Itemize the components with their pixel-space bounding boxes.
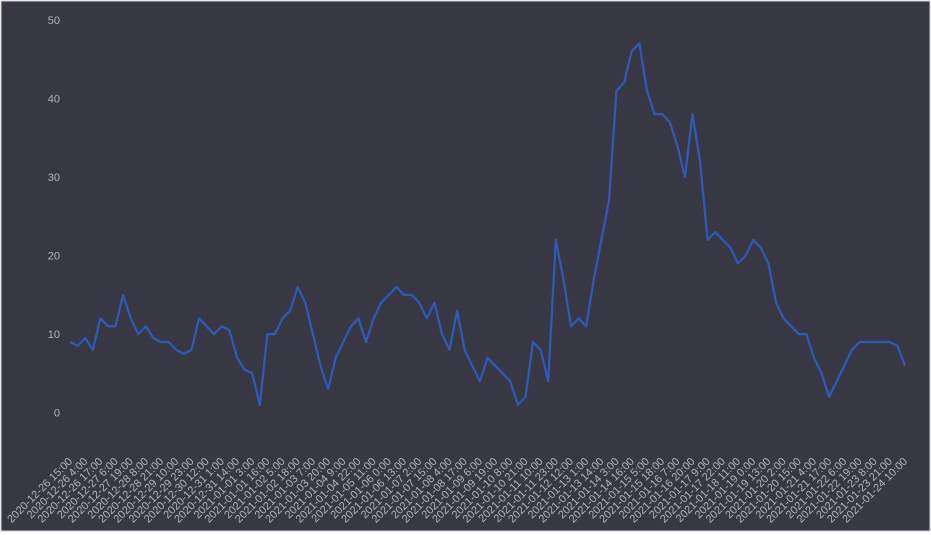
y-tick-label: 0 <box>54 408 60 420</box>
y-tick-label: 20 <box>48 251 60 263</box>
y-tick-label: 30 <box>48 172 60 184</box>
y-tick-label: 50 <box>48 15 60 27</box>
y-tick-label: 40 <box>48 93 60 105</box>
data-line <box>69 42 907 406</box>
y-tick-label: 10 <box>48 329 60 341</box>
